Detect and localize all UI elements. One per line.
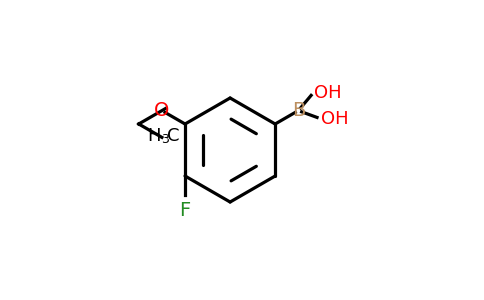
Text: O: O bbox=[154, 101, 169, 120]
Text: F: F bbox=[180, 201, 191, 220]
Text: B: B bbox=[292, 101, 305, 120]
Text: C: C bbox=[167, 127, 180, 145]
Text: 3: 3 bbox=[161, 133, 169, 146]
Text: H: H bbox=[147, 127, 160, 145]
Text: OH: OH bbox=[314, 84, 342, 102]
Text: OH: OH bbox=[321, 110, 348, 128]
